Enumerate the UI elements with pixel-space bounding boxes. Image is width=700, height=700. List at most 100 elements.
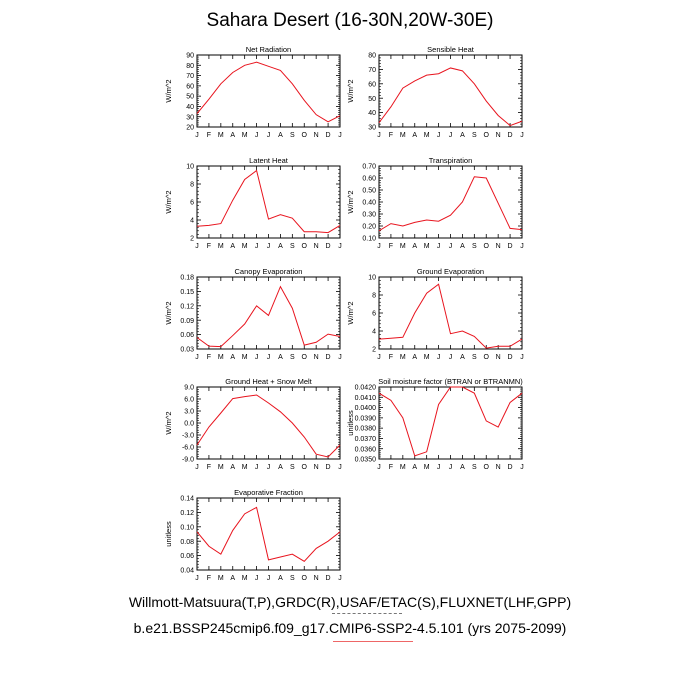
x-tick-label: J <box>437 243 441 250</box>
y-axis-label: W/m^2 <box>164 79 173 102</box>
y-tick-label: 0.60 <box>362 176 376 183</box>
x-tick-label: F <box>389 132 393 139</box>
y-tick-label: 0.0360 <box>355 446 377 453</box>
y-tick-label: 8 <box>372 293 376 300</box>
x-tick-label: J <box>377 354 381 361</box>
x-tick-label: M <box>400 132 406 139</box>
x-tick-label: D <box>326 243 331 250</box>
series-line <box>378 67 523 127</box>
y-tick-label: 3.0 <box>184 409 194 416</box>
x-tick-label: J <box>338 243 342 250</box>
x-tick-label: J <box>377 464 381 471</box>
y-tick-label: 0.18 <box>180 275 194 282</box>
x-tick-label: N <box>314 243 319 250</box>
x-tick-label: M <box>218 464 224 471</box>
chart-panel-4: Transpiration W/m^2 0.10 0.20 0.30 0.40 0.50 0.… <box>346 156 524 250</box>
y-tick-label: 0.30 <box>362 212 376 219</box>
x-tick-label: F <box>389 354 393 361</box>
x-tick-label: A <box>230 354 235 361</box>
x-tick-label: M <box>400 354 406 361</box>
panel-title: Ground Evaporation <box>417 267 484 276</box>
series-line <box>196 394 341 458</box>
x-tick-label: O <box>302 243 308 250</box>
x-tick-label: M <box>218 354 224 361</box>
x-tick-label: O <box>484 132 490 139</box>
panel-title: Latent Heat <box>249 156 289 165</box>
x-tick-label: A <box>278 464 283 471</box>
x-tick-label: J <box>449 464 453 471</box>
x-tick-label: J <box>520 132 524 139</box>
x-tick-label: S <box>290 575 295 582</box>
x-tick-label: D <box>508 354 513 361</box>
y-tick-label: 0.0370 <box>355 436 377 443</box>
x-tick-label: A <box>460 132 465 139</box>
x-tick-label: J <box>520 464 524 471</box>
x-tick-label: A <box>278 575 283 582</box>
y-tick-label: 0.15 <box>180 289 194 296</box>
y-tick-label: 0.20 <box>362 224 376 231</box>
x-tick-label: M <box>400 464 406 471</box>
x-tick-label: S <box>290 464 295 471</box>
series-line <box>196 61 341 123</box>
y-tick-label: 10 <box>186 164 194 171</box>
chart-panel-9: Evaporative Fraction unitless 0.04 0.06 0.08… <box>164 488 342 582</box>
x-tick-label: J <box>267 132 271 139</box>
y-tick-label: 0.0400 <box>355 405 377 412</box>
y-tick-label: 0.10 <box>362 236 376 243</box>
y-tick-label: 0.09 <box>180 318 194 325</box>
x-tick-label: O <box>302 354 308 361</box>
x-tick-label: M <box>242 132 248 139</box>
y-tick-label: 50 <box>368 96 376 103</box>
y-tick-label: 10 <box>368 275 376 282</box>
x-tick-label: J <box>195 132 199 139</box>
y-tick-label: 30 <box>186 114 194 121</box>
x-tick-label: F <box>389 464 393 471</box>
x-tick-label: A <box>460 354 465 361</box>
x-tick-label: N <box>496 464 501 471</box>
x-tick-label: N <box>496 354 501 361</box>
y-tick-label: -3.0 <box>182 433 194 440</box>
x-tick-label: J <box>377 132 381 139</box>
plot-frame <box>196 276 341 350</box>
x-tick-label: J <box>449 354 453 361</box>
x-tick-label: A <box>412 243 417 250</box>
x-tick-label: M <box>242 464 248 471</box>
y-tick-label: 0.0420 <box>355 385 377 392</box>
x-tick-label: J <box>255 464 259 471</box>
x-tick-label: J <box>377 243 381 250</box>
x-tick-label: D <box>508 243 513 250</box>
x-tick-label: F <box>207 243 211 250</box>
y-tick-label: 6 <box>372 311 376 318</box>
y-tick-label: 60 <box>186 83 194 90</box>
y-tick-label: 0.06 <box>180 553 194 560</box>
y-tick-label: 4 <box>372 329 376 336</box>
x-tick-label: M <box>218 132 224 139</box>
x-tick-label: J <box>267 464 271 471</box>
x-tick-label: S <box>290 132 295 139</box>
chart-panel-7: Ground Heat + Snow Melt W/m^2 -9.0 -6.0 -3.0… <box>164 377 342 471</box>
y-axis-label: W/m^2 <box>346 190 355 213</box>
x-tick-label: A <box>230 464 235 471</box>
x-tick-label: J <box>449 132 453 139</box>
y-tick-label: 80 <box>368 53 376 60</box>
x-tick-label: M <box>218 575 224 582</box>
series-line <box>196 285 341 348</box>
y-tick-label: 4 <box>190 218 194 225</box>
x-tick-label: A <box>412 464 417 471</box>
x-tick-label: M <box>424 354 430 361</box>
x-tick-label: N <box>314 354 319 361</box>
y-axis-label: W/m^2 <box>346 79 355 102</box>
x-tick-label: A <box>278 243 283 250</box>
x-tick-label: J <box>338 575 342 582</box>
y-tick-label: 60 <box>368 81 376 88</box>
x-tick-label: D <box>326 354 331 361</box>
y-tick-label: 20 <box>186 125 194 132</box>
y-tick-label: 0.0410 <box>355 395 377 402</box>
panel-title: Evaporative Fraction <box>234 488 303 497</box>
x-tick-label: A <box>230 243 235 250</box>
y-tick-label: 2 <box>190 236 194 243</box>
x-tick-label: O <box>484 464 490 471</box>
x-tick-label: D <box>326 575 331 582</box>
